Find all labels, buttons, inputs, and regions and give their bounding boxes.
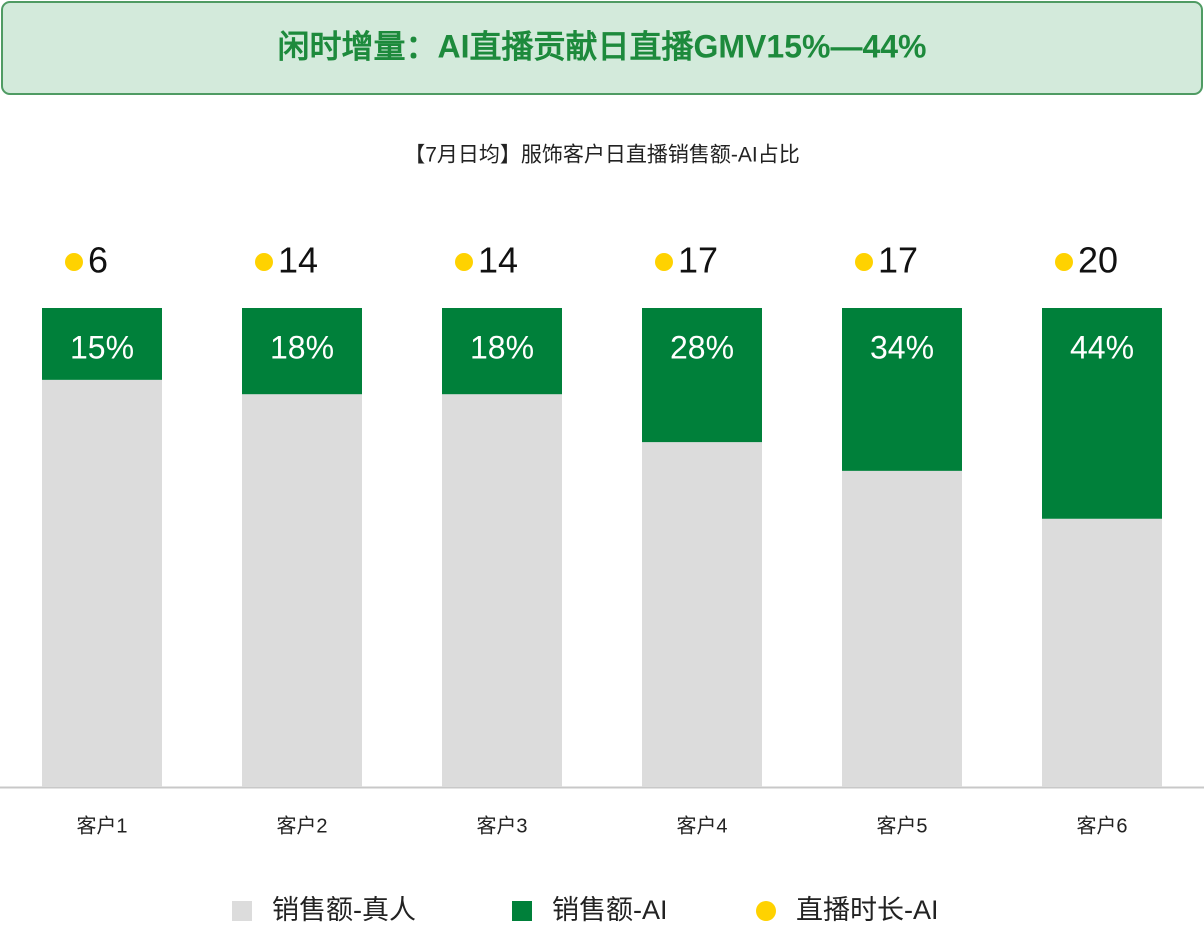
- legend-marker: [756, 901, 776, 921]
- x-tick-label: 客户1: [76, 814, 127, 837]
- bar-segment: [842, 308, 962, 471]
- data-label: 28%: [670, 329, 734, 365]
- duration-label: 20: [1078, 240, 1118, 281]
- bar-segment: [442, 394, 562, 787]
- bar-segment: [242, 394, 362, 787]
- bar-segment: [42, 308, 162, 380]
- bar-segment: [242, 308, 362, 395]
- bar-segment: [642, 308, 762, 443]
- chart-title: 闲时增量：AI直播贡献日直播GMV15%—44%: [278, 28, 927, 64]
- data-label: 34%: [870, 329, 934, 365]
- data-label: 18%: [470, 329, 534, 365]
- duration-label: 6: [88, 240, 108, 281]
- bar-segment: [842, 470, 962, 787]
- bar-segment: [42, 379, 162, 787]
- duration-dot: [855, 253, 873, 271]
- duration-dot: [655, 253, 673, 271]
- x-tick-label: 客户4: [676, 814, 727, 837]
- x-tick-label: 客户2: [276, 814, 327, 837]
- bar-segment: [1042, 518, 1162, 787]
- duration-label: 14: [478, 240, 518, 281]
- legend-marker: [512, 901, 532, 921]
- duration-label: 14: [278, 240, 318, 281]
- bar-segment: [442, 308, 562, 395]
- x-tick-label: 客户3: [476, 814, 527, 837]
- duration-dot: [455, 253, 473, 271]
- chart-subtitle: 【7月日均】服饰客户日直播销售额-AI占比: [404, 144, 800, 167]
- duration-label: 17: [678, 240, 718, 281]
- data-label: 44%: [1070, 329, 1134, 365]
- legend-label: 销售额-AI: [552, 895, 668, 925]
- duration-label: 17: [878, 240, 918, 281]
- legend-label: 销售额-真人: [272, 895, 416, 925]
- data-label: 18%: [270, 329, 334, 365]
- x-tick-label: 客户5: [876, 814, 927, 837]
- duration-dot: [65, 253, 83, 271]
- legend-marker: [232, 901, 252, 921]
- duration-dot: [1055, 253, 1073, 271]
- data-label: 15%: [70, 329, 134, 365]
- title-box: [1, 1, 1203, 95]
- legend-label: 直播时长-AI: [796, 895, 939, 925]
- bar-segment: [1042, 308, 1162, 519]
- duration-dot: [255, 253, 273, 271]
- x-tick-label: 客户6: [1076, 814, 1127, 837]
- bar-segment: [642, 442, 762, 787]
